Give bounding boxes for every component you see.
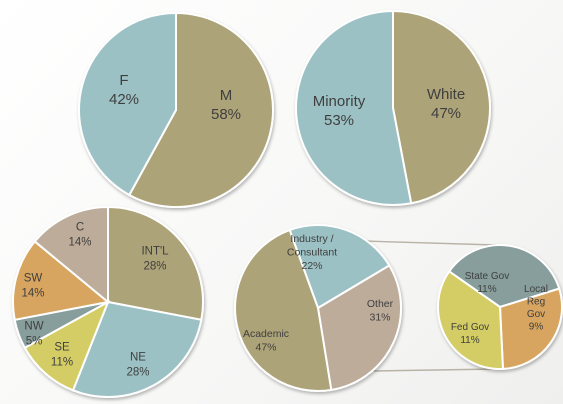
pie-slice-m xyxy=(127,11,275,208)
pie-slice-academic xyxy=(234,228,333,392)
connector-line-2 xyxy=(373,368,497,372)
pie-chart-1 xyxy=(78,11,275,208)
slice-label: SW 14% xyxy=(21,273,44,300)
pie-labels-5: State Gov 11% Local Reg Gov 9% Fed Gov 11% xyxy=(451,271,548,346)
pie-labels-3: INT'L 28% NE 28% SE 11% NW 5% SW 14% C 14% xyxy=(21,222,169,379)
slice-label: NE 28% xyxy=(126,352,149,379)
pie-slice-white xyxy=(392,9,491,205)
pie-chart-2 xyxy=(295,9,491,206)
slice-label: Minority 53% xyxy=(313,93,366,129)
slice-label: SE 11% xyxy=(51,342,73,369)
slice-label: INT'L 28% xyxy=(141,246,169,273)
pie-labels-2: White 47% Minority 53% xyxy=(313,86,465,129)
pie-slice-int-l xyxy=(107,205,204,321)
pie-slice-fed-gov xyxy=(436,270,505,370)
pie-labels-1: M 58% F 42% xyxy=(109,72,241,123)
pie-slice-se xyxy=(23,299,110,392)
pie-slice-sw xyxy=(12,240,111,321)
slice-label: C 14% xyxy=(68,222,91,249)
slice-label: M 58% xyxy=(211,87,241,123)
pie-slice-ne xyxy=(71,300,203,398)
pie-chart-4 xyxy=(234,224,402,392)
slice-label: Other 31% xyxy=(367,298,394,324)
slice-label: State Gov 11% xyxy=(465,271,509,295)
pie-labels-4: Industry / Consultant 22% Other 31% Academic 4… xyxy=(243,233,394,353)
pie-slice-c xyxy=(33,205,109,305)
pie-slice-local-reg-gov xyxy=(498,287,563,370)
pie-charts-group: M 58% F 42% White 47% Minority 53% INT'L 28% NE 28%… xyxy=(12,9,563,398)
slice-label: Academic 47% xyxy=(243,328,289,354)
connector-line-1 xyxy=(363,240,497,246)
slice-label: White 47% xyxy=(427,86,465,122)
slice-label: Industry / Consultant 22% xyxy=(287,233,337,272)
slice-label: Fed Gov 11% xyxy=(451,322,489,346)
pie-chart-5 xyxy=(436,244,563,370)
slice-label: F 42% xyxy=(109,72,139,108)
pie-slice-industry-consultant xyxy=(288,224,391,310)
pie-slice-other xyxy=(316,264,402,392)
pie-slice-state-gov xyxy=(447,244,561,309)
breakout-connector-lines xyxy=(363,240,497,372)
slice-label: NW 5% xyxy=(24,321,43,348)
pie-chart-3 xyxy=(12,205,204,398)
pie-slice-minority xyxy=(295,9,413,206)
slice-label: Local Reg Gov 9% xyxy=(524,284,548,333)
pie-slice-f xyxy=(78,11,177,197)
